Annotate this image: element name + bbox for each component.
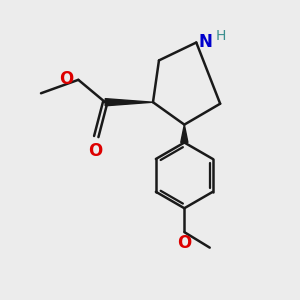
Polygon shape <box>181 124 188 142</box>
Text: O: O <box>59 70 73 88</box>
Text: N: N <box>199 33 212 51</box>
Text: O: O <box>177 234 191 252</box>
Text: O: O <box>88 142 103 160</box>
Text: H: H <box>216 29 226 43</box>
Polygon shape <box>105 99 153 106</box>
